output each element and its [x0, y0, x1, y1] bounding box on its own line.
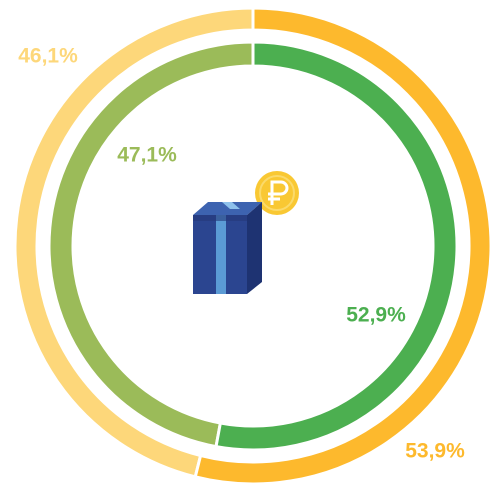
value-label: 47,1% [117, 144, 177, 167]
value-label: 46,1% [18, 45, 78, 68]
value-label: 53,9% [405, 440, 465, 463]
value-label: 52,9% [346, 304, 406, 327]
gift-icon [193, 171, 299, 294]
chart: 53,9% 46,1% 52,9% 47,1% [0, 0, 495, 484]
